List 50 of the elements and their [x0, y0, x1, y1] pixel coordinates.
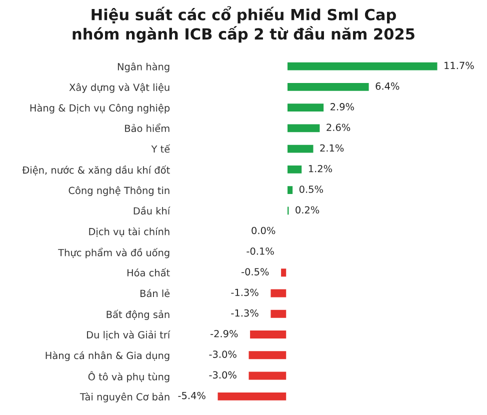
- bar: [247, 350, 288, 360]
- bar: [247, 370, 288, 382]
- bar: [280, 267, 288, 278]
- y-tick-label: Công nghệ Thông tin: [68, 186, 170, 196]
- y-tick-label: Dịch vụ tài chính: [89, 227, 170, 237]
- data-label: -0.5%: [242, 268, 269, 276]
- y-tick-label: Bán lẻ: [140, 289, 170, 298]
- bar: [286, 184, 294, 196]
- bar: [286, 122, 322, 134]
- data-label: -5.4%: [178, 392, 206, 400]
- data-label: -0.1%: [246, 247, 274, 255]
- data-label: 0.0%: [252, 226, 276, 234]
- y-tick-label: Y tế: [151, 144, 170, 153]
- bar: [286, 82, 370, 92]
- data-label: 0.5%: [299, 186, 323, 193]
- y-tick-label: Bảo hiểm: [125, 124, 170, 132]
- y-tick-label: Hóa chất: [127, 268, 170, 276]
- bar: [269, 308, 288, 320]
- bar: [269, 288, 288, 299]
- y-tick-label: Tài nguyên Cơ bản: [80, 392, 170, 402]
- data-label: -2.9%: [210, 330, 238, 338]
- data-label: -3.0%: [209, 371, 236, 379]
- data-label: 11.7%: [444, 62, 474, 70]
- bar: [286, 102, 325, 113]
- y-tick-label: Du lịch và Giải trí: [87, 330, 170, 340]
- y-tick-label: Hàng & Dịch vụ Công nghiệp: [30, 104, 170, 114]
- bar: [248, 329, 288, 340]
- y-tick-label: Dầu khí: [134, 206, 170, 215]
- y-tick-label: Hàng cá nhân & Gia dụng: [46, 351, 170, 362]
- data-label: -3.0%: [209, 350, 236, 358]
- y-tick-label: Ô tô và phụ tùng: [88, 371, 170, 382]
- chart-title: Hiệu suất các cổ phiếu Mid Sml Cap nhóm ngành ICB cấp 2 từ đầu năm 2025: [72, 6, 414, 43]
- bar: [286, 205, 290, 216]
- data-label: -1.3%: [231, 309, 258, 317]
- bar: [216, 391, 288, 402]
- data-label: 0.2%: [296, 206, 320, 214]
- data-label: -1.3%: [231, 288, 258, 296]
- data-label: 6.4%: [376, 82, 400, 90]
- data-label: 2.1%: [320, 144, 344, 152]
- data-label: 2.9%: [330, 103, 354, 110]
- data-label: 1.2%: [308, 164, 332, 172]
- bar: [286, 144, 315, 154]
- data-label: 2.6%: [326, 124, 350, 132]
- y-tick-label: Bất động sản: [106, 310, 170, 320]
- y-tick-label: Thực phẩm và đồ uống: [58, 248, 170, 258]
- bar: [286, 164, 304, 175]
- y-tick-label: Điện, nước & xăng dầu khí đốt: [22, 165, 170, 176]
- y-tick-label: Xây dựng và Vật liệu: [69, 83, 170, 93]
- bar: [286, 61, 439, 72]
- y-tick-label: Ngân hàng: [118, 62, 170, 72]
